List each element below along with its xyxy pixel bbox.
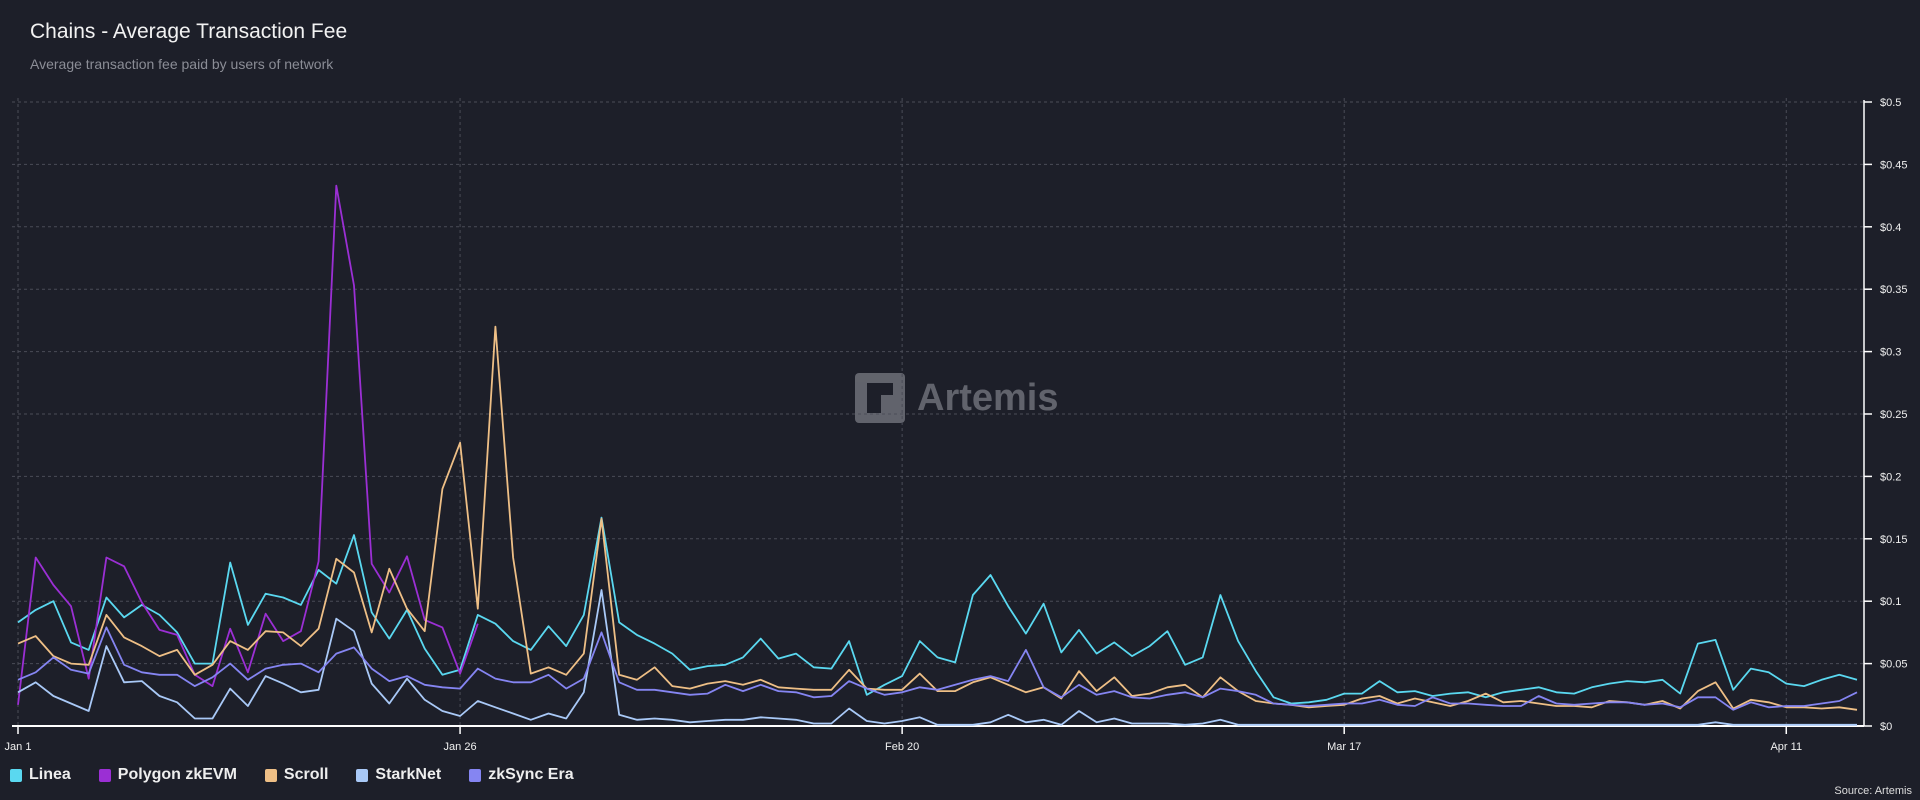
legend-item-starknet[interactable]: StarkNet: [356, 766, 441, 784]
legend-item-polygon-zkevm[interactable]: Polygon zkEVM: [98, 766, 237, 784]
y-tick-label: $0.4: [1880, 222, 1901, 234]
artemis-logo-icon: [855, 373, 905, 423]
series-line-linea: [17, 516, 1858, 705]
source-note: Source: Artemis: [1834, 785, 1912, 797]
legend-label: Polygon zkEVM: [117, 766, 237, 783]
chart-subtitle: Average transaction fee paid by users of…: [30, 56, 334, 72]
y-tick-label: $0.5: [1880, 97, 1901, 109]
x-tick-label: Feb 20: [885, 741, 919, 753]
y-tick-label: $0.2: [1880, 471, 1901, 483]
y-tick-label: $0.15: [1880, 534, 1908, 546]
legend-swatch: [98, 768, 111, 782]
y-tick-label: $0.1: [1880, 596, 1901, 608]
legend-label: Scroll: [283, 766, 329, 783]
y-tick-label: $0.05: [1880, 659, 1908, 671]
series-line-polygon-zkevm: [17, 184, 479, 705]
y-tick-label: $0: [1880, 721, 1892, 733]
x-tick-label: Jan 26: [444, 741, 477, 753]
chart-title: Chains - Average Transaction Fee: [30, 20, 348, 43]
legend-item-scroll[interactable]: Scroll: [264, 766, 329, 784]
watermark-text: Artemis: [917, 376, 1059, 419]
legend-label: StarkNet: [375, 766, 442, 783]
legend-label: Linea: [29, 766, 71, 783]
legend-swatch: [264, 768, 277, 782]
x-tick-label: Mar 17: [1327, 741, 1361, 753]
legend-item-zksync-era[interactable]: zkSync Era: [469, 766, 574, 784]
artemis-watermark: Artemis: [855, 373, 1059, 423]
y-tick-label: $0.45: [1880, 159, 1908, 171]
x-tick-label: Jan 1: [5, 741, 32, 753]
legend-swatch: [356, 768, 369, 782]
legend-item-linea[interactable]: Linea: [10, 766, 71, 784]
series-line-zksync-era: [17, 626, 1858, 711]
y-tick-label: $0.3: [1880, 347, 1901, 359]
x-tick-label: Apr 11: [1770, 741, 1802, 753]
legend-swatch: [10, 768, 22, 782]
y-tick-label: $0.35: [1880, 284, 1908, 296]
legend-swatch: [469, 768, 482, 782]
y-tick-label: $0.25: [1880, 409, 1908, 421]
series-line-scroll: [17, 325, 1858, 711]
legend: Linea Polygon zkEVM Scroll StarkNet zkSy…: [10, 766, 574, 784]
legend-label: zkSync Era: [488, 766, 574, 783]
